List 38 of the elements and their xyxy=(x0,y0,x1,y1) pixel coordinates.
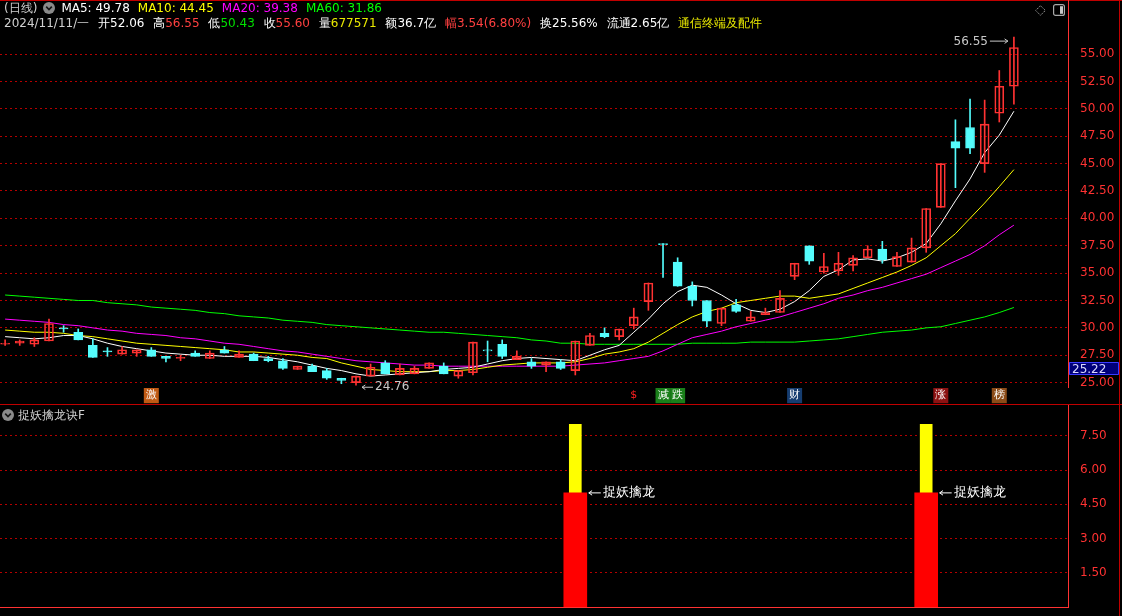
y-tick-label: 30.00 xyxy=(1080,319,1115,334)
annotation: 捉妖擒龙 xyxy=(953,484,1006,500)
y-tick-label: 6.00 xyxy=(1080,462,1107,477)
text: MA60: 31.86 xyxy=(305,1,382,15)
y-tick-label: 35.00 xyxy=(1080,265,1115,280)
y-tick-label: 45.00 xyxy=(1080,155,1115,170)
x-tick-label: 榜 xyxy=(993,388,1005,402)
y-tick-label: 50.00 xyxy=(1080,100,1115,115)
chart-title: (日线) xyxy=(4,1,38,15)
y-tick-label: 37.50 xyxy=(1080,237,1115,252)
y-tick-label: 1.50 xyxy=(1080,564,1107,579)
candlestick xyxy=(935,163,946,208)
x-tick-label: 跌 xyxy=(672,388,684,402)
text: 25.22 xyxy=(1072,361,1107,376)
text: MA5: 49.78 xyxy=(61,1,130,15)
y-tick-label: 27.50 xyxy=(1080,347,1115,362)
y-tick-label: 32.50 xyxy=(1080,292,1115,307)
text: MA20: 39.38 xyxy=(221,1,298,15)
y-tick-label: 3.00 xyxy=(1080,530,1107,545)
annotation: 捉妖擒龙 xyxy=(602,484,655,500)
text: MA10: 44.45 xyxy=(137,1,214,15)
x-tick-label: $ xyxy=(630,388,638,402)
x-tick-label: 减 xyxy=(657,388,669,402)
x-tick-label: 财 xyxy=(789,388,801,402)
y-tick-label: 52.50 xyxy=(1080,73,1115,88)
y-tick-label: 55.00 xyxy=(1080,46,1115,61)
x-tick-label: 涨 xyxy=(935,388,947,402)
annotation: 24.76 xyxy=(375,379,410,394)
y-tick-label: 4.50 xyxy=(1080,496,1107,511)
y-tick-label: 47.50 xyxy=(1080,128,1115,143)
x-tick-label: 激 xyxy=(145,388,157,402)
chart-title: 捉妖擒龙诀F xyxy=(18,408,85,422)
y-tick-label: 25.00 xyxy=(1080,374,1115,389)
y-tick-label: 7.50 xyxy=(1080,427,1107,442)
y-tick-label: 40.00 xyxy=(1080,210,1115,225)
text: 2024/11/11/一 开52.06 高56.55 低50.43 收55.60 量677571 额36.7亿 幅3.54(6.80%) 换25.56% 流通2.65亿 通信终端及配件 xyxy=(4,16,763,30)
annotation: 56.55 xyxy=(953,34,988,49)
y-tick-label: 42.50 xyxy=(1080,183,1115,198)
